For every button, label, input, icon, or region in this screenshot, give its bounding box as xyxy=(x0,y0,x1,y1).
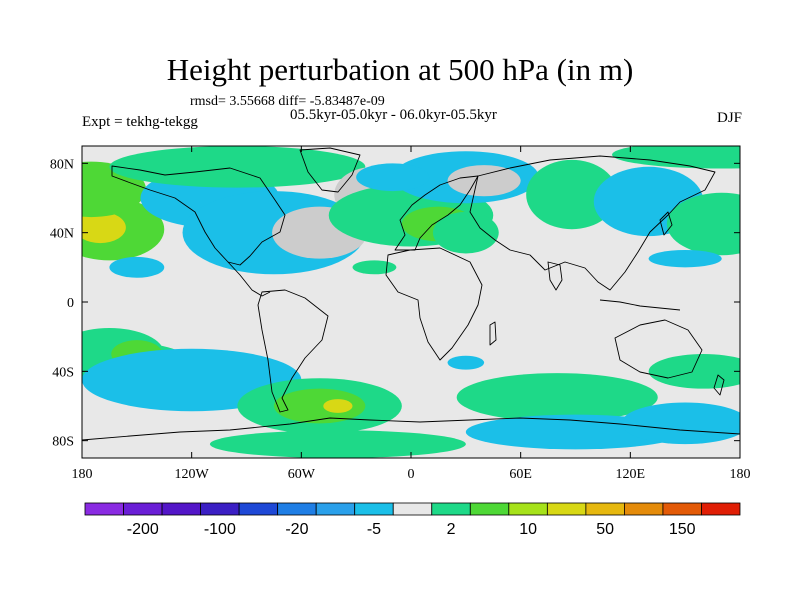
anomaly-region-1 xyxy=(82,211,126,244)
colorbar-box xyxy=(123,502,163,516)
coast-australia xyxy=(614,319,703,379)
colorbar-box xyxy=(508,502,548,516)
colorbar-label: -20 xyxy=(285,521,308,538)
anomaly-region-12 xyxy=(432,211,499,254)
rmsd-stats: rmsd= 3.55668 diff= -5.83487e-09 xyxy=(190,94,385,109)
anomaly-region-34 xyxy=(447,355,485,370)
colorbar-box xyxy=(469,502,510,516)
coast-africa xyxy=(385,247,483,361)
anomaly-region-15 xyxy=(356,163,430,192)
coast-asia xyxy=(469,155,716,291)
lon-tick-label: 180 xyxy=(730,467,751,482)
anomaly-region-7 xyxy=(109,256,165,278)
period-label: 05.5kyr-05.0kyr - 06.0kyr-05.5kyr xyxy=(290,107,497,123)
coast-antarctica xyxy=(82,417,740,441)
anomaly-region-29 xyxy=(209,430,466,458)
colorbar-box xyxy=(585,502,625,516)
lon-tick-label: 0 xyxy=(408,467,415,482)
lon-tick-label: 60W xyxy=(288,467,316,482)
colorbar-box xyxy=(238,502,279,516)
anomaly-region-14 xyxy=(447,165,521,197)
lat-tick-label: 0 xyxy=(67,296,74,311)
colorbar-box xyxy=(701,502,741,516)
lat-tick-label: 80N xyxy=(50,157,74,172)
anomaly-region-33 xyxy=(648,354,740,389)
colorbar-label: 2 xyxy=(447,521,456,538)
coast-indonesia xyxy=(599,299,681,311)
experiment-label: Expt = tekhg-tekgg xyxy=(82,114,198,130)
lon-tick-label: 180 xyxy=(72,467,93,482)
coast-new-zealand xyxy=(713,374,725,396)
coast-greenland xyxy=(299,147,361,193)
axis-ticks: 180 120W 60W 0 60E 120E 180 80N 40N 0 40S 80S xyxy=(50,146,751,482)
season-label: DJF xyxy=(716,110,742,126)
anomaly-region-8 xyxy=(109,146,366,188)
anomaly-field xyxy=(82,146,740,458)
coast-north-america xyxy=(111,165,286,266)
colorbar-box xyxy=(84,502,124,516)
lat-tick-label: 40S xyxy=(52,365,74,380)
colorbar-box xyxy=(431,502,471,516)
coastlines xyxy=(82,147,740,441)
coast-central-america xyxy=(227,261,271,297)
anomaly-region-20 xyxy=(612,146,740,169)
coast-india xyxy=(547,261,563,291)
colorbar-box xyxy=(624,502,664,516)
colorbar-label: -100 xyxy=(204,521,236,538)
colorbar-box xyxy=(200,502,240,516)
anomaly-region-16 xyxy=(352,260,397,275)
anomaly-region-27 xyxy=(273,388,366,424)
anomaly-region-17 xyxy=(526,159,618,230)
colorbar-box xyxy=(277,502,317,516)
anomaly-region-32 xyxy=(621,402,740,445)
colorbar-label: 50 xyxy=(596,521,614,538)
lon-tick-label: 120W xyxy=(175,467,210,482)
colorbar-box xyxy=(354,502,394,516)
colorbar-label: 10 xyxy=(519,521,537,538)
anomaly-region-28 xyxy=(323,399,353,413)
colorbar-box xyxy=(662,502,702,516)
colorbar-label: 150 xyxy=(669,521,696,538)
colorbar-box xyxy=(546,502,587,516)
coast-south-america xyxy=(257,289,329,413)
colorbar-box xyxy=(392,502,433,516)
lon-tick-label: 120E xyxy=(616,467,646,482)
coast-madagascar xyxy=(489,321,497,346)
anomaly-region-30 xyxy=(456,373,658,422)
lon-tick-label: 60E xyxy=(509,467,532,482)
anomaly-region-21 xyxy=(648,249,722,268)
lat-tick-label: 80S xyxy=(52,435,74,450)
colorbar: -200 -100 -20 -5 2 10 50 150 xyxy=(84,502,741,538)
plot-title: Height perturbation at 500 hPa (in m) xyxy=(166,52,634,87)
colorbar-label: -5 xyxy=(367,521,381,538)
colorbar-label: -200 xyxy=(127,521,159,538)
lat-tick-label: 40N xyxy=(50,227,74,242)
coast-japan xyxy=(659,211,673,236)
colorbar-box xyxy=(161,502,201,516)
anomaly-region-6 xyxy=(294,218,346,247)
anomaly-region-19 xyxy=(666,192,740,256)
colorbar-box xyxy=(315,502,356,516)
